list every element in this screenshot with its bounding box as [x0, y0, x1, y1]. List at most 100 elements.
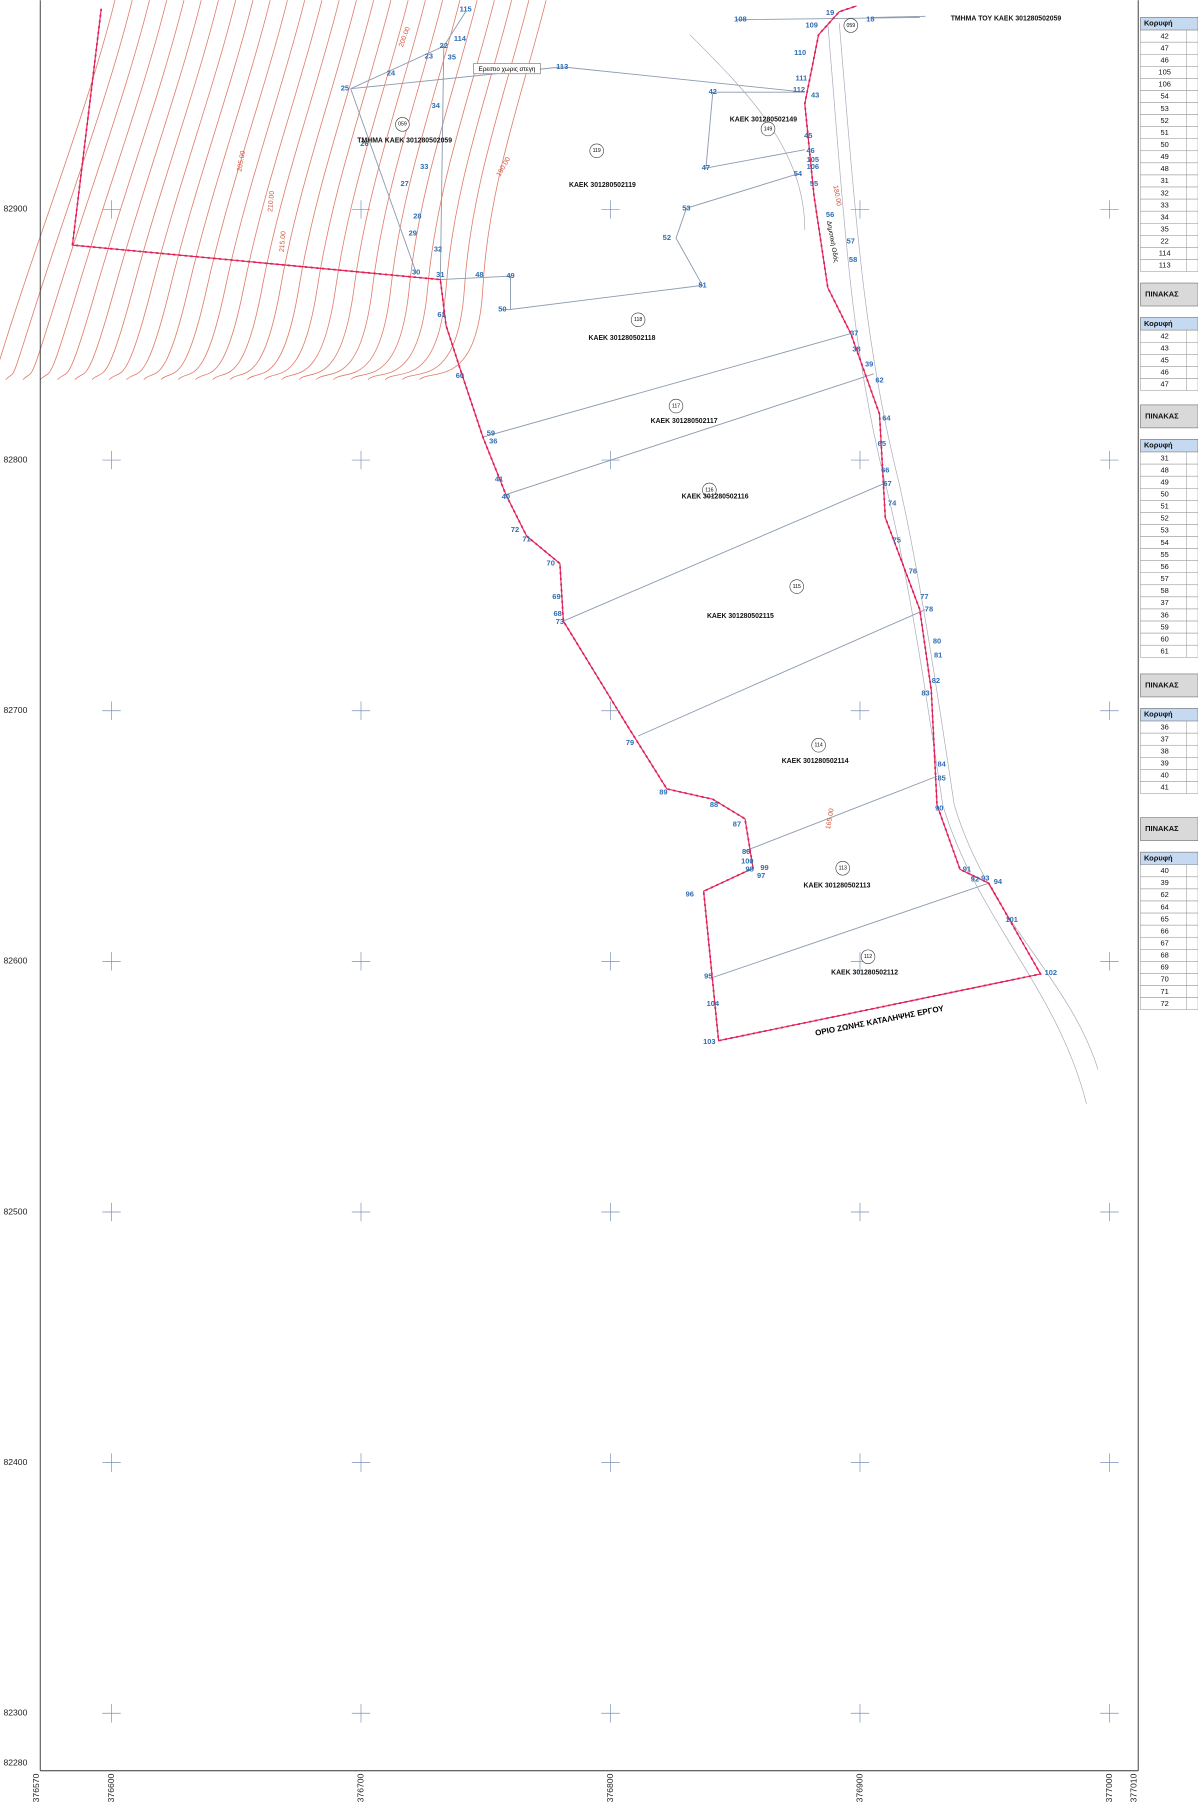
table-cell-text: 51: [1161, 128, 1169, 137]
table-cell-text: 47: [1161, 380, 1169, 389]
vertex-label: 86: [742, 847, 750, 856]
grid-cross: [1100, 1704, 1119, 1723]
x-tick-label: 376800: [605, 1773, 615, 1802]
table-cell: [1140, 924, 1198, 938]
parcel-circle: [702, 482, 717, 498]
vertex-label: 64: [882, 414, 891, 423]
table-cell: [1140, 781, 1198, 794]
parcel-label: ΤΜΗΜΑ ΤΟΥ ΚΑΕΚ 301280502059: [951, 15, 1062, 22]
vertex-label: 42: [709, 87, 717, 96]
vertex-label: 53: [682, 203, 690, 212]
x-tick-label: 377010: [1129, 1773, 1139, 1802]
table-cell-text: 114: [1159, 249, 1171, 258]
parcel-circle: [630, 312, 646, 328]
vertex-label: 77: [920, 592, 928, 601]
parcel-lines: [350, 11, 989, 978]
vertex-label: 26: [360, 139, 368, 148]
table-cell-text: 39: [1161, 759, 1169, 768]
contour-label: 180.00: [831, 185, 842, 207]
vertex-label: 92: [971, 875, 979, 884]
vertex-label: 29: [409, 229, 417, 238]
table-cell: [1140, 985, 1198, 998]
table-cell-text: 47: [1161, 43, 1169, 52]
vertex-label: 37: [850, 329, 858, 338]
grid-cross: [601, 1453, 620, 1472]
contour: [281, 0, 409, 380]
vertex-label: 96: [686, 890, 694, 899]
parcel-label: ΤΜΗΜΑ ΚΑΕΚ 301280502059: [357, 137, 452, 144]
contour: [39, 0, 168, 380]
table-cell: [1140, 644, 1198, 658]
table-cell-text: 32: [1161, 188, 1169, 197]
table-cell: [1140, 620, 1198, 634]
vertex-label: 76: [909, 567, 917, 576]
table-cell-text: 65: [1161, 914, 1169, 923]
table-title-box: [1140, 673, 1198, 698]
vertex-label: 100: [741, 856, 753, 865]
vertex-label: 90: [935, 803, 943, 812]
vertex-label: 30: [412, 268, 420, 277]
parcel-circle: [668, 398, 684, 414]
vertex-label: 79: [626, 738, 634, 747]
vertex-label: 32: [434, 245, 442, 254]
table-cell: [1140, 548, 1198, 561]
vertex-label: 65: [878, 439, 886, 448]
vertex-label: 85: [937, 774, 945, 783]
table-cell: [1140, 235, 1198, 248]
vertex-label: 25: [341, 84, 349, 93]
table-cell-text: 49: [1161, 477, 1169, 486]
table-title-box: [1140, 404, 1198, 429]
vertex-label: 22: [440, 41, 448, 50]
table-cell: [1140, 186, 1198, 200]
parcel-label: ΚΑΕΚ 301280502118: [589, 335, 656, 342]
grid-cross: [850, 450, 870, 470]
vertex-label: 40: [502, 492, 510, 501]
contour: [402, 0, 530, 380]
table-cell: [1140, 560, 1198, 573]
contour: [212, 0, 340, 380]
vertex-label: 115: [460, 4, 472, 13]
table-cell-text: 60: [1161, 634, 1169, 643]
table-header: Κορυφή: [1144, 710, 1173, 719]
vertex-label: 72: [511, 525, 519, 534]
contour: [108, 0, 237, 380]
table-cell: [1140, 584, 1198, 598]
table-cell-text: 52: [1161, 514, 1169, 523]
y-tick-label: 82300: [3, 1708, 27, 1718]
grid-cross: [1100, 952, 1119, 971]
grid-cross: [351, 450, 371, 470]
grid-cross: [1100, 701, 1119, 720]
parcel-number: 059: [398, 122, 407, 128]
contour-label: 210.00: [267, 190, 276, 212]
grid-cross: [351, 1704, 371, 1723]
vertex-label: 105: [807, 155, 819, 164]
table-cell-text: 69: [1161, 963, 1169, 972]
vertex-label: 35: [448, 53, 456, 62]
contour-label: 205.00: [236, 150, 247, 172]
vertex-label: 88: [710, 800, 718, 809]
table-cell-text: 58: [1161, 586, 1169, 595]
grid-cross: [850, 701, 870, 720]
contour: [367, 0, 495, 380]
table-cell: [1140, 973, 1198, 986]
contour: [74, 0, 202, 380]
table-header: Κορυφή: [1144, 853, 1173, 862]
table-cell: [1140, 463, 1198, 477]
vertex-label: 98: [745, 864, 753, 873]
vertex-label: 68: [553, 609, 561, 618]
table-title: ΠΙΝΑΚΑΣ: [1145, 680, 1179, 689]
table-cell: [1140, 378, 1198, 391]
table-cell: [1140, 366, 1198, 379]
table-cell-text: 48: [1161, 164, 1169, 173]
table-cell: [1140, 900, 1198, 914]
contour-label: 215.00: [279, 231, 288, 253]
arrow: [873, 15, 926, 18]
vertex-label: 70: [547, 559, 555, 568]
y-tick-label: 82900: [3, 204, 27, 214]
table-cell-text: 71: [1161, 987, 1169, 996]
contour: [57, 0, 185, 380]
table-cell: [1140, 54, 1198, 67]
ruin-label: Ερειπιο χωρις στεγη: [479, 66, 536, 73]
parcel-circle: [789, 579, 804, 594]
